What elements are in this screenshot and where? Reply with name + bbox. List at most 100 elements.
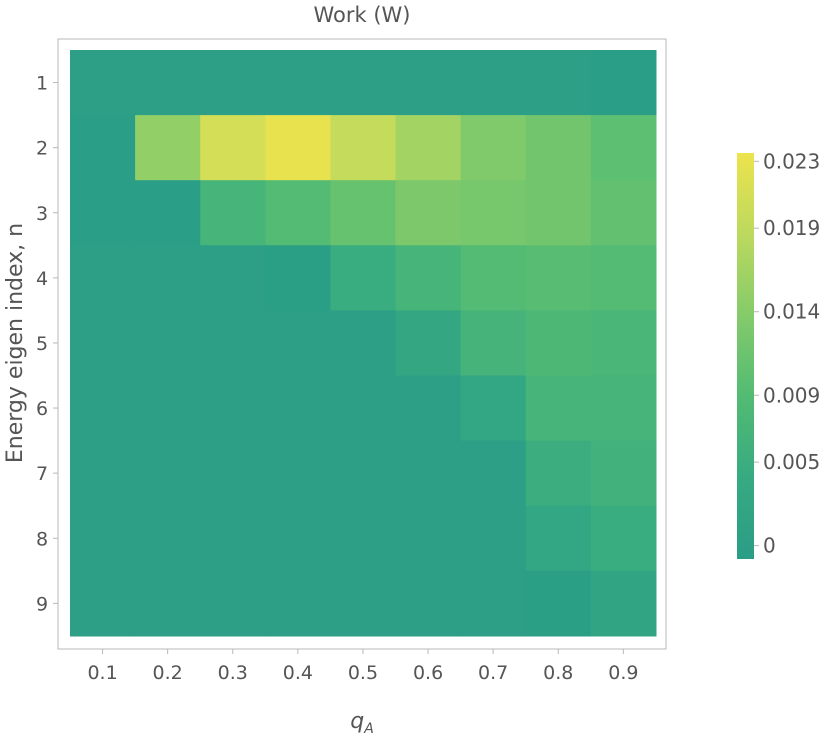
heatmap-cell: [525, 570, 592, 637]
heatmap-cell: [525, 50, 592, 116]
x-tick-label: 0.3: [218, 662, 248, 684]
heatmap-cell: [265, 570, 331, 637]
heatmap-cell: [590, 180, 657, 246]
x-tick-label: 0.9: [608, 662, 638, 684]
heatmap-cell: [200, 375, 266, 442]
heatmap-cell: [70, 570, 136, 637]
heatmap-cell: [460, 375, 527, 442]
heatmap-cell: [200, 310, 266, 377]
heatmap-cell: [395, 50, 462, 116]
heatmap-cell: [330, 505, 397, 572]
y-tick-label: 7: [36, 463, 48, 485]
heatmap-cell: [70, 440, 136, 507]
y-tick-label: 9: [36, 593, 48, 615]
heatmap-cell: [525, 440, 592, 507]
heatmap-cell: [135, 245, 201, 311]
x-tick-label: 0.4: [283, 662, 313, 684]
heatmap-cell: [265, 440, 331, 507]
heatmap-cell: [525, 505, 592, 572]
heatmap-cell: [330, 440, 397, 507]
heatmap-cell: [135, 570, 201, 637]
heatmap-cell: [200, 180, 266, 246]
heatmap-cell: [395, 440, 462, 507]
y-tick-label: 5: [36, 333, 48, 355]
heatmap-cell: [265, 115, 331, 181]
heatmap-cell: [265, 50, 331, 116]
heatmap-cell: [135, 50, 201, 116]
x-tick-label: 0.8: [543, 662, 573, 684]
heatmap-cell: [330, 310, 397, 377]
colorbar-tick-label: 0.009: [763, 383, 820, 407]
y-tick-label: 8: [36, 528, 48, 550]
y-axis-ticks: 1 2 3 4 5 6 7 8 9: [36, 73, 58, 615]
heatmap-cell: [200, 50, 266, 116]
x-axis-ticks: 0.1 0.2 0.3 0.4 0.5 0.6 0.7 0.8 0.9: [87, 649, 638, 684]
colorbar-tick-label: 0.014: [763, 300, 820, 324]
heatmap-cell: [395, 375, 462, 442]
heatmap-cells: [70, 50, 657, 637]
heatmap-cell: [135, 115, 201, 181]
heatmap-cell: [525, 375, 592, 442]
y-tick-label: 6: [36, 398, 48, 420]
heatmap-cell: [460, 180, 527, 246]
heatmap-cell: [200, 245, 266, 311]
heatmap-cell: [330, 180, 397, 246]
heatmap-cell: [265, 375, 331, 442]
heatmap-cell: [525, 115, 592, 181]
heatmap-cell: [70, 115, 136, 181]
heatmap-cell: [395, 570, 462, 637]
heatmap-cell: [460, 505, 527, 572]
colorbar: [737, 153, 754, 559]
heatmap-cell: [395, 115, 462, 181]
heatmap-cell: [525, 180, 592, 246]
y-tick-label: 1: [36, 73, 48, 95]
heatmap-cell: [265, 245, 331, 311]
heatmap-cell: [200, 505, 266, 572]
x-tick-label: 0.1: [87, 662, 117, 684]
x-tick-label: 0.2: [153, 662, 183, 684]
heatmap-cell: [590, 310, 657, 377]
heatmap-cell: [135, 505, 201, 572]
colorbar-tick-label: 0.005: [763, 450, 820, 474]
y-tick-label: 3: [36, 203, 48, 225]
heatmap-cell: [395, 310, 462, 377]
heatmap-cell: [395, 180, 462, 246]
plot-frame: [57, 38, 667, 650]
heatmap-cell: [460, 50, 527, 116]
heatmap-cell: [330, 115, 397, 181]
heatmap-cell: [330, 375, 397, 442]
heatmap-cell: [590, 50, 657, 116]
heatmap-cell: [460, 570, 527, 637]
heatmap-cell: [70, 180, 136, 246]
heatmap-cell: [330, 50, 397, 116]
y-axis-label: Energy eigen index, n: [3, 223, 28, 463]
heatmap-cell: [460, 245, 527, 311]
colorbar-tick-label: 0: [763, 534, 776, 558]
heatmap-cell: [460, 310, 527, 377]
heatmap-cell: [70, 375, 136, 442]
heatmap-cell: [395, 505, 462, 572]
heatmap-cell: [590, 375, 657, 442]
heatmap-cell: [265, 505, 331, 572]
x-tick-label: 0.7: [478, 662, 508, 684]
heatmap-cell: [590, 245, 657, 311]
chart-title: Work (W): [313, 3, 410, 27]
colorbar-tick-label: 0.019: [763, 216, 820, 240]
heatmap-cell: [590, 440, 657, 507]
heatmap-cell: [525, 310, 592, 377]
colorbar-tick-label: 0.023: [763, 149, 820, 173]
y-tick-label: 2: [36, 138, 48, 160]
heatmap-cell: [70, 310, 136, 377]
heatmap-cell: [70, 505, 136, 572]
heatmap-cell: [135, 310, 201, 377]
y-tick-label: 4: [36, 268, 48, 290]
heatmap-cell: [70, 50, 136, 116]
heatmap-cell: [135, 440, 201, 507]
heatmap-cell: [590, 505, 657, 572]
heatmap-cell: [135, 180, 201, 246]
heatmap-cell: [395, 245, 462, 311]
heatmap-cell: [590, 570, 657, 637]
heatmap-cell: [200, 570, 266, 637]
heatmap-cell: [525, 245, 592, 311]
